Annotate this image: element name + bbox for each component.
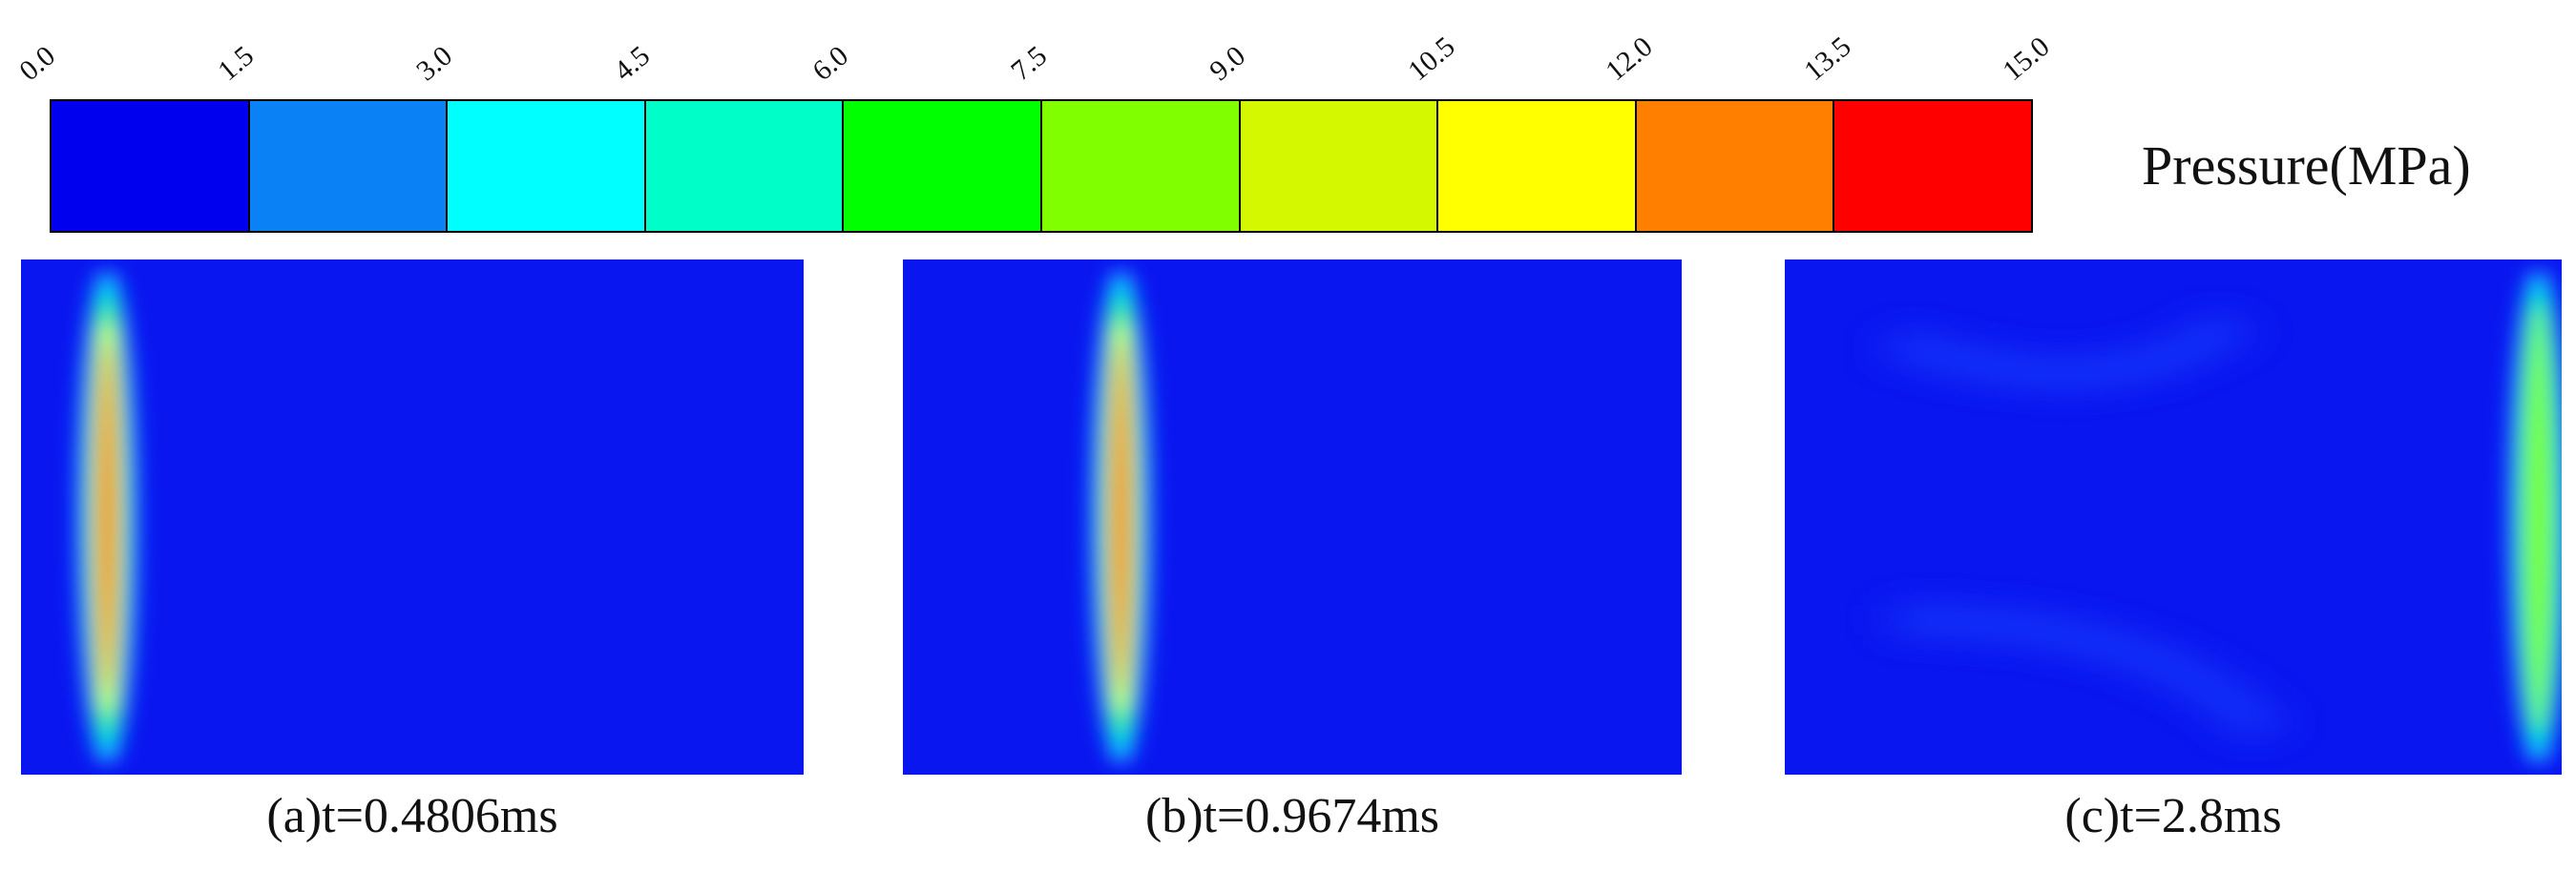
colorbar-bin bbox=[448, 101, 646, 231]
panel-a-heatmap bbox=[21, 259, 804, 775]
colorbar bbox=[50, 99, 2033, 233]
heatmap-background bbox=[903, 259, 1682, 775]
heatmap-field bbox=[21, 259, 804, 775]
pressure-front bbox=[1089, 264, 1153, 770]
colorbar-tick-label: 4.5 bbox=[608, 39, 657, 88]
colorbar-tick-label: 0.0 bbox=[13, 39, 62, 88]
colorbar-bin bbox=[1041, 101, 1241, 231]
pressure-contour bbox=[101, 363, 113, 672]
colorbar-tick-label: 9.0 bbox=[1203, 39, 1251, 88]
colorbar-bin bbox=[645, 101, 845, 231]
heatmap-background bbox=[21, 259, 804, 775]
colorbar-tick-label: 12.0 bbox=[1600, 31, 1659, 88]
heatmap-field bbox=[903, 259, 1682, 775]
heatmap-field bbox=[1785, 259, 2562, 775]
colorbar-bin bbox=[1438, 101, 1637, 231]
pressure-front bbox=[75, 264, 138, 770]
panel-b-heatmap bbox=[903, 259, 1682, 775]
colorbar-tick-label: 3.0 bbox=[409, 39, 458, 88]
panel-c-caption: (c)t=2.8ms bbox=[2064, 789, 2282, 843]
colorbar-bin bbox=[1834, 101, 2031, 231]
panel-b-caption: (b)t=0.9674ms bbox=[1144, 789, 1440, 843]
colorbar-tick-label: 6.0 bbox=[806, 39, 855, 88]
colorbar-tick-label: 10.5 bbox=[1401, 31, 1461, 88]
colorbar-tick-label: 7.5 bbox=[1005, 39, 1054, 88]
colorbar-bin bbox=[1240, 101, 1439, 231]
colorbar-bin bbox=[249, 101, 449, 231]
panel-c-heatmap bbox=[1785, 259, 2562, 775]
reflected-wave-arc bbox=[1883, 310, 2287, 742]
colorbar-bin bbox=[1636, 101, 1835, 231]
colorbar-tick-label: 15.0 bbox=[1997, 31, 2056, 88]
panel-a-caption: (a)t=0.4806ms bbox=[266, 789, 558, 843]
colorbar-bin bbox=[52, 101, 250, 231]
colorbar-tick-label: 1.5 bbox=[211, 39, 260, 88]
colorbar-bin bbox=[844, 101, 1042, 231]
colorbar-label: Pressure(MPa) bbox=[2142, 135, 2471, 197]
pressure-contour bbox=[2524, 305, 2554, 729]
pressure-contour bbox=[1115, 363, 1127, 672]
pressure-front bbox=[2507, 264, 2562, 770]
colorbar-tick-label: 13.5 bbox=[1798, 31, 1857, 88]
